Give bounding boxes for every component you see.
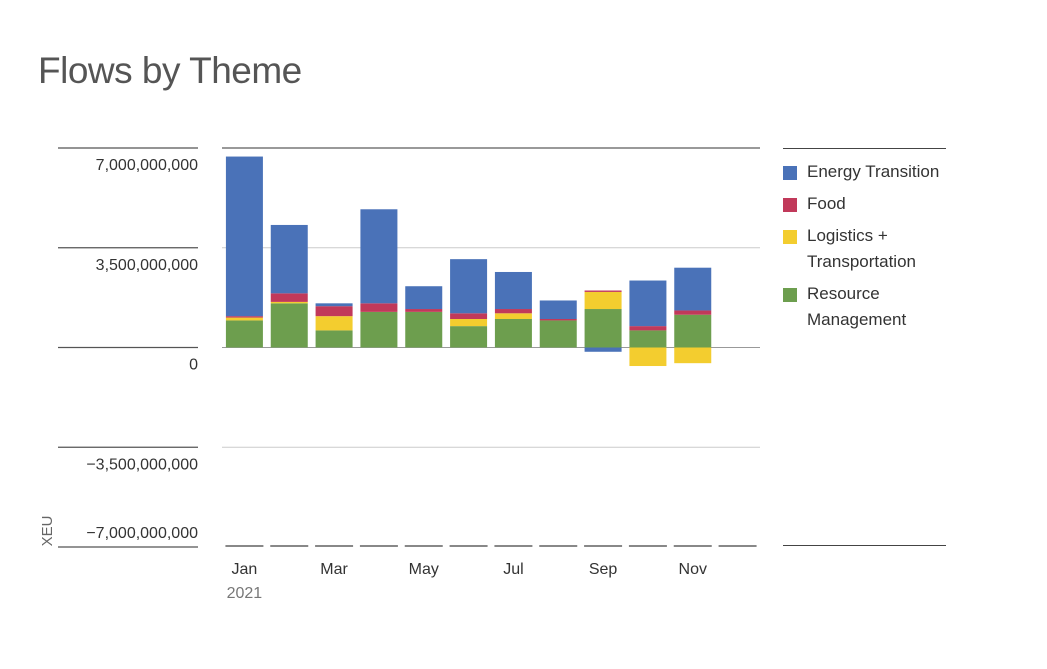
x-tick-label: Jan	[232, 561, 258, 578]
bar-segment	[225, 156, 263, 317]
legend-swatch	[783, 198, 797, 212]
bar-segment	[405, 309, 443, 312]
bar-segment	[315, 303, 353, 307]
bar-segment	[225, 317, 263, 321]
bar-segment	[450, 313, 488, 319]
bar-segment	[539, 319, 577, 321]
bar-segment	[494, 313, 532, 319]
legend-item: Energy Transition	[783, 162, 946, 185]
legend-label-line: Resource	[807, 284, 880, 303]
bar-segment	[629, 347, 667, 367]
legend-item: Logistics + Transportation	[783, 226, 946, 275]
bar-segment	[360, 311, 398, 348]
legend-label: Logistics + Transportation	[807, 223, 916, 275]
bar-segment	[494, 271, 532, 310]
bar-segment	[225, 316, 263, 318]
chart-legend: Energy Transition Food Logistics + Transpor…	[783, 148, 946, 333]
bar-segment	[360, 303, 398, 312]
legend-label: Food	[807, 191, 846, 217]
bar-segment	[315, 316, 353, 331]
bar-segment	[450, 319, 488, 327]
legend-bottom-rule	[783, 545, 946, 546]
bar-segment	[584, 290, 622, 292]
bar-segment	[539, 300, 577, 319]
y-tick-label: 3,500,000,000	[96, 257, 198, 274]
legend-label-line: Management	[807, 310, 907, 329]
bar-segment	[494, 309, 532, 314]
legend-label-line: Food	[807, 194, 846, 213]
bar-segment	[674, 310, 712, 315]
legend-label: Energy Transition	[807, 159, 939, 185]
bar-segment	[315, 306, 353, 317]
x-tick-label: Sep	[589, 561, 618, 578]
legend-label-line: Transportation	[807, 252, 916, 271]
y-tick-label: −3,500,000,000	[86, 456, 198, 473]
y-tick-label: −7,000,000,000	[86, 525, 198, 542]
legend-label: Resource Management	[807, 281, 906, 333]
bar-segment	[539, 320, 577, 348]
bar-segment	[270, 224, 308, 294]
legend-item: Resource Management	[783, 284, 946, 333]
bar-segment	[674, 267, 712, 311]
bar-segment	[584, 309, 622, 348]
bar-segment	[629, 326, 667, 331]
bar-segment	[270, 293, 308, 302]
y-axis-label: XEU	[39, 516, 56, 547]
legend-swatch	[783, 288, 797, 302]
legend-label-line: Logistics +	[807, 226, 888, 245]
legend-swatch	[783, 166, 797, 180]
bar-segment	[674, 347, 712, 364]
bar-segment	[405, 311, 443, 348]
bar-segment	[584, 291, 622, 310]
bar-segment	[225, 320, 263, 348]
bar-segment	[584, 347, 622, 352]
x-tick-label: Jul	[503, 561, 523, 578]
legend-swatch	[783, 230, 797, 244]
x-tick-label: May	[409, 561, 439, 578]
bar-segment	[494, 319, 532, 348]
legend-item: Food	[783, 194, 946, 217]
bar-segment	[629, 280, 667, 327]
x-tick-label: Nov	[679, 561, 707, 578]
chart-title: Flows by Theme	[38, 50, 302, 91]
bar-segment	[360, 209, 398, 304]
bar-segment	[450, 259, 488, 314]
legend-label-line: Energy Transition	[807, 162, 940, 181]
bar-segment	[450, 326, 488, 348]
bar-segment	[629, 330, 667, 348]
bar-segment	[270, 303, 308, 348]
bar-segment	[270, 301, 308, 304]
bar-segment	[674, 314, 712, 348]
bar-segment	[315, 330, 353, 348]
y-tick-label: 7,000,000,000	[96, 157, 198, 174]
bar-segment	[405, 286, 443, 310]
y-tick-label: 0	[189, 357, 198, 374]
x-tick-label: Mar	[320, 561, 348, 578]
x-tick-sublabel: 2021	[227, 585, 263, 602]
